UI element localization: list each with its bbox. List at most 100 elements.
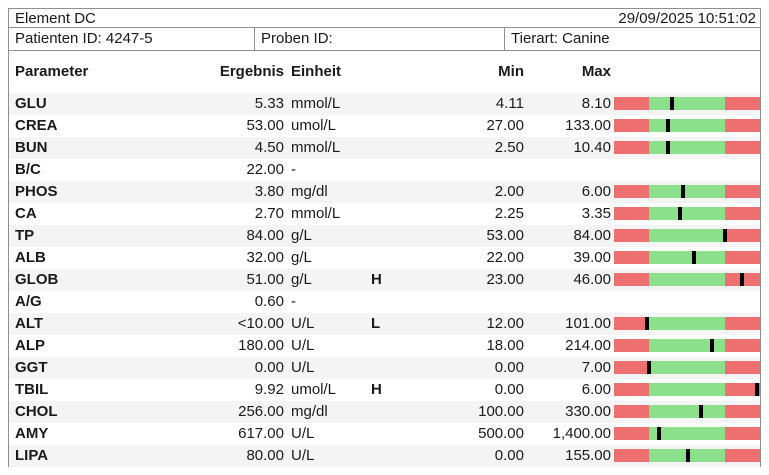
- value-marker: [666, 141, 671, 154]
- range-bar: [614, 317, 760, 330]
- min-value: 500.00: [478, 425, 524, 442]
- range-bar: [614, 449, 760, 462]
- unit-label: mg/dl: [291, 403, 328, 420]
- parameter-name: CHOL: [15, 403, 58, 420]
- in-range-segment: [649, 273, 725, 286]
- in-range-segment: [649, 251, 725, 264]
- in-range-segment: [649, 339, 725, 352]
- result-value: 617.00: [238, 425, 284, 442]
- parameter-name: GLU: [15, 95, 47, 112]
- result-value: 180.00: [238, 337, 284, 354]
- species-field: Tierart: Canine: [504, 28, 760, 50]
- result-value: 0.60: [254, 293, 284, 310]
- unit-label: U/L: [291, 315, 315, 332]
- parameter-name: TP: [15, 227, 35, 244]
- table-row: GLU 5.33 mmol/L 4.11 8.10: [9, 93, 760, 115]
- range-bar: [614, 361, 760, 374]
- in-range-segment: [649, 383, 725, 396]
- min-value: 2.50: [494, 139, 524, 156]
- unit-label: g/L: [291, 271, 312, 288]
- parameter-name: BUN: [15, 139, 48, 156]
- above-range-segment: [724, 361, 760, 374]
- max-value: 10.40: [573, 139, 611, 156]
- max-value: 3.35: [581, 205, 611, 222]
- parameter-name: ALB: [15, 249, 46, 266]
- max-value: 46.00: [573, 271, 611, 288]
- value-marker: [681, 185, 686, 198]
- unit-label: g/L: [291, 249, 312, 266]
- parameter-name: AMY: [15, 425, 49, 442]
- unit-label: -: [291, 293, 296, 310]
- value-marker: [739, 273, 744, 286]
- above-range-segment: [724, 317, 760, 330]
- value-marker: [691, 251, 696, 264]
- below-range-segment: [614, 251, 650, 264]
- unit-label: mmol/L: [291, 205, 341, 222]
- max-value: 1,400.00: [552, 425, 611, 442]
- table-row: GLOB 51.00 g/L H 23.00 46.00: [9, 269, 760, 291]
- in-range-segment: [649, 207, 725, 220]
- unit-label: mmol/L: [291, 139, 341, 156]
- parameter-name: GLOB: [15, 271, 59, 288]
- report-title-row: Element DC 29/09/2025 10:51:02: [9, 9, 760, 28]
- result-value: 4.50: [254, 139, 284, 156]
- flag-indicator: H: [371, 271, 382, 288]
- in-range-segment: [649, 361, 725, 374]
- range-bar: [614, 185, 760, 198]
- below-range-segment: [614, 317, 650, 330]
- range-bar: [614, 119, 760, 132]
- above-range-segment: [724, 229, 760, 242]
- max-value: 330.00: [565, 403, 611, 420]
- value-marker: [755, 383, 759, 396]
- above-range-segment: [724, 449, 760, 462]
- parameter-name: TBIL: [15, 381, 49, 398]
- range-bar: [614, 405, 760, 418]
- result-value: 9.92: [254, 381, 284, 398]
- table-row: LIPA 80.00 U/L 0.00 155.00: [9, 445, 760, 467]
- results-table: GLU 5.33 mmol/L 4.11 8.10 CREA 53.00 umo…: [9, 93, 760, 467]
- below-range-segment: [614, 405, 650, 418]
- column-header-max: Max: [581, 63, 611, 80]
- above-range-segment: [724, 251, 760, 264]
- below-range-segment: [614, 339, 650, 352]
- above-range-segment: [724, 383, 760, 396]
- result-value: 256.00: [238, 403, 284, 420]
- table-row: CA 2.70 mmol/L 2.25 3.35: [9, 203, 760, 225]
- in-range-segment: [649, 185, 725, 198]
- range-bar: [614, 273, 760, 286]
- in-range-segment: [649, 229, 725, 242]
- result-value: 32.00: [246, 249, 284, 266]
- value-marker: [709, 339, 714, 352]
- in-range-segment: [649, 427, 725, 440]
- result-value: 80.00: [246, 447, 284, 464]
- result-value: <10.00: [237, 315, 284, 332]
- min-value: 0.00: [494, 447, 524, 464]
- parameter-name: CREA: [15, 117, 58, 134]
- unit-label: mg/dl: [291, 183, 328, 200]
- value-marker: [645, 317, 650, 330]
- result-value: 84.00: [246, 227, 284, 244]
- flag-indicator: L: [371, 315, 381, 332]
- parameter-name: CA: [15, 205, 37, 222]
- above-range-segment: [724, 405, 760, 418]
- below-range-segment: [614, 119, 650, 132]
- unit-label: U/L: [291, 425, 315, 442]
- range-bar: [614, 339, 760, 352]
- flag-indicator: H: [371, 381, 382, 398]
- above-range-segment: [724, 97, 760, 110]
- max-value: 133.00: [565, 117, 611, 134]
- result-value: 51.00: [246, 271, 284, 288]
- range-bar: [614, 229, 760, 242]
- in-range-segment: [649, 97, 725, 110]
- unit-label: U/L: [291, 337, 315, 354]
- in-range-segment: [649, 141, 725, 154]
- min-value: 53.00: [486, 227, 524, 244]
- value-marker: [723, 229, 727, 242]
- lab-report-panel: Element DC 29/09/2025 10:51:02 Patienten…: [8, 8, 761, 467]
- above-range-segment: [724, 185, 760, 198]
- range-bar: [614, 207, 760, 220]
- value-marker: [670, 97, 675, 110]
- below-range-segment: [614, 273, 650, 286]
- table-row: PHOS 3.80 mg/dl 2.00 6.00: [9, 181, 760, 203]
- below-range-segment: [614, 207, 650, 220]
